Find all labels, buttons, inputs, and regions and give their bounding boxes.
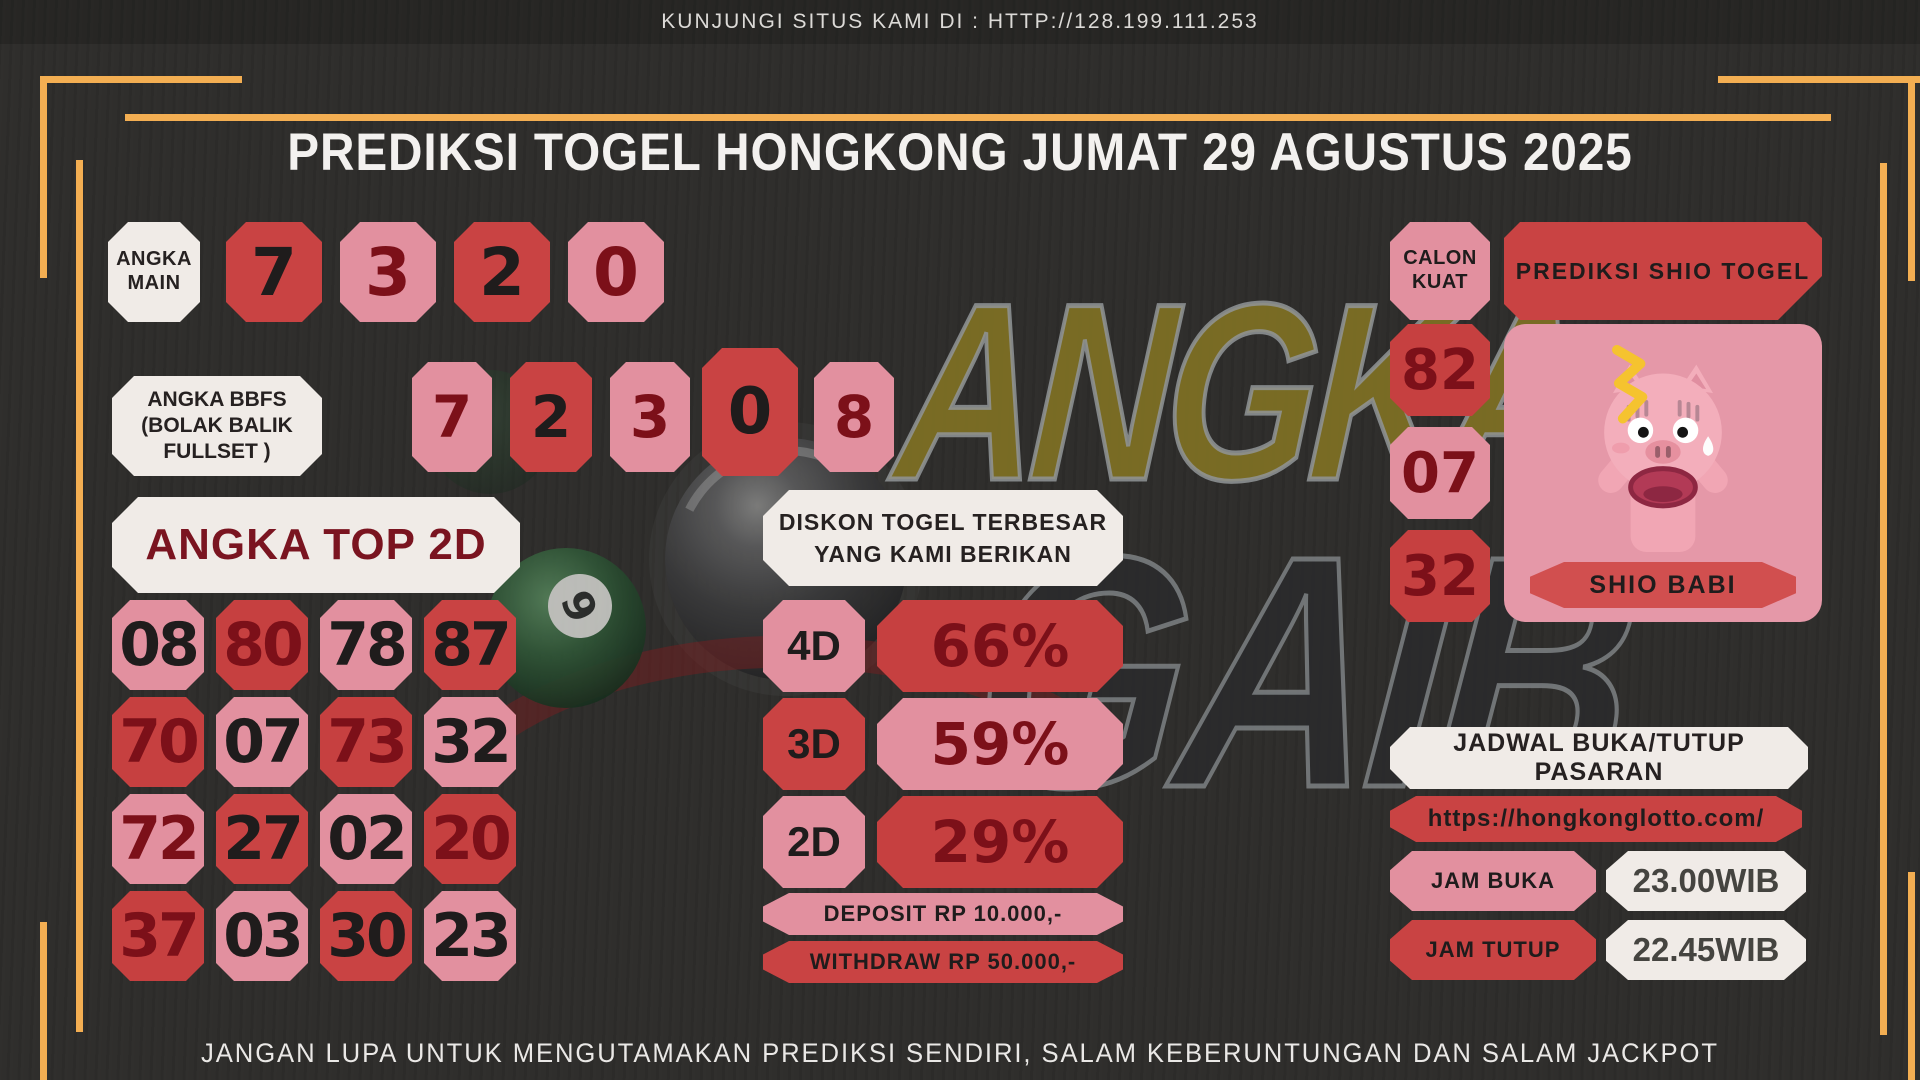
- diskon-row-label: 4D: [763, 600, 865, 692]
- frame-corner-br-v: [1908, 872, 1915, 1080]
- jam-tutup-label: JAM TUTUP: [1390, 920, 1596, 980]
- jadwal-title: JADWAL BUKA/TUTUP PASARAN: [1390, 727, 1808, 789]
- top2d-cell: 73: [320, 697, 412, 787]
- pig-icon: [1598, 345, 1728, 552]
- frame-line-right-inner: [1880, 163, 1887, 1035]
- top2d-cell: 70: [112, 697, 204, 787]
- top2d-cell: 08: [112, 600, 204, 690]
- calon-kuat-badge: CALON KUAT: [1390, 222, 1490, 320]
- frame-line-left-inner: [76, 160, 83, 1032]
- angka-main-label: ANGKA MAIN: [108, 222, 200, 322]
- angka-bbfs-label-line3: FULLSET ): [163, 440, 271, 464]
- angka-bbfs-digit: 0: [702, 348, 798, 476]
- frame-corner-tr-v: [1908, 76, 1915, 281]
- visit-site-text: KUNJUNGI SITUS KAMI DI : HTTP://128.199.…: [0, 0, 1920, 44]
- angka-bbfs-digit: 8: [814, 362, 894, 472]
- diskon-row-value: 59%: [877, 698, 1123, 790]
- page-title: PREDIKSI TOGEL HONGKONG JUMAT 29 AGUSTUS…: [287, 123, 1633, 182]
- angka-main-label-line2: MAIN: [127, 272, 181, 294]
- market-url-link[interactable]: https://hongkonglotto.com/: [1390, 796, 1802, 842]
- diskon-title: DISKON TOGEL TERBESAR YANG KAMI BERIKAN: [763, 490, 1123, 586]
- angka-top-2d-header: ANGKA TOP 2D: [112, 497, 520, 593]
- top2d-cell: 07: [216, 697, 308, 787]
- deposit-banner: DEPOSIT RP 10.000,-: [763, 893, 1123, 935]
- angka-bbfs-label: ANGKA BBFS (BOLAK BALIK FULLSET ): [112, 376, 322, 476]
- frame-corner-tl-v: [40, 76, 47, 278]
- jam-tutup-time: 22.45WIB: [1606, 920, 1806, 980]
- frame-line-top: [125, 114, 1831, 121]
- prediksi-shio-title: PREDIKSI SHIO TOGEL: [1504, 222, 1822, 320]
- footer-text: JANGAN LUPA UNTUK MENGUTAMAKAN PREDIKSI …: [201, 1038, 1719, 1068]
- top2d-cell: 03: [216, 891, 308, 981]
- calon-kuat-line2: KUAT: [1411, 271, 1469, 293]
- angka-bbfs-digit: 7: [412, 362, 492, 472]
- angka-main-digit: 2: [454, 222, 550, 322]
- top2d-cell: 23: [424, 891, 516, 981]
- angka-bbfs-label-line2: (BOLAK BALIK: [141, 413, 293, 437]
- angka-main-label-line1: ANGKA: [116, 248, 192, 271]
- diskon-title-line1: DISKON TOGEL TERBESAR: [778, 508, 1108, 535]
- calon-kuat-line1: CALON: [1403, 247, 1477, 270]
- shock-zigzag-icon: [1611, 345, 1648, 424]
- frame-corner-tl-h: [40, 76, 242, 83]
- top2d-cell: 02: [320, 794, 412, 884]
- jam-buka-time: 23.00WIB: [1606, 851, 1806, 911]
- shio-card: SHIO BABI: [1504, 324, 1822, 622]
- angka-main-digit: 7: [226, 222, 322, 322]
- diskon-row-label: 3D: [763, 698, 865, 790]
- frame-corner-bl-v: [40, 922, 47, 1080]
- top2d-cell: 37: [112, 891, 204, 981]
- top2d-cell: 87: [424, 600, 516, 690]
- shio-animal-label: SHIO BABI: [1530, 562, 1796, 608]
- top2d-cell: 80: [216, 600, 308, 690]
- angka-bbfs-digit: 3: [610, 362, 690, 472]
- shio-number: 82: [1390, 324, 1490, 416]
- angka-bbfs-digit: 2: [510, 362, 592, 472]
- shio-number: 32: [1390, 530, 1490, 622]
- jam-buka-label: JAM BUKA: [1390, 851, 1596, 911]
- withdraw-banner: WITHDRAW RP 50.000,-: [763, 941, 1123, 983]
- angka-bbfs-label-line1: ANGKA BBFS: [147, 387, 287, 411]
- shio-number: 07: [1390, 427, 1490, 519]
- angka-main-digit: 0: [568, 222, 664, 322]
- top2d-cell: 20: [424, 794, 516, 884]
- billiard-ball-number: 6: [537, 563, 623, 649]
- top2d-cell: 32: [424, 697, 516, 787]
- diskon-row-value: 66%: [877, 600, 1123, 692]
- top2d-cell: 72: [112, 794, 204, 884]
- top2d-cell: 27: [216, 794, 308, 884]
- diskon-row-value: 29%: [877, 796, 1123, 888]
- top2d-cell: 78: [320, 600, 412, 690]
- top2d-cell: 30: [320, 891, 412, 981]
- diskon-row-label: 2D: [763, 796, 865, 888]
- diskon-title-line2: YANG KAMI BERIKAN: [814, 541, 1072, 567]
- angka-main-digit: 3: [340, 222, 436, 322]
- frame-corner-tr-h: [1718, 76, 1920, 83]
